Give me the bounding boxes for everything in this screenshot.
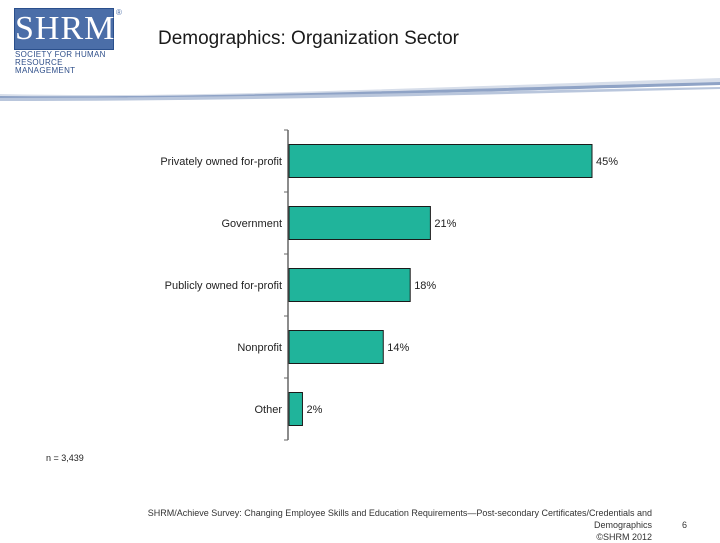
header-swoosh-decoration (0, 78, 720, 101)
bar-other (288, 392, 303, 426)
page-number: 6 (682, 520, 688, 530)
copyright-notice: ©SHRM 2012 (596, 532, 652, 542)
logo-tagline-line-2: RESOURCE MANAGEMENT (15, 58, 76, 75)
value-label: 45% (596, 156, 618, 168)
source-citation: SHRM/Achieve Survey: Changing Employee S… (147, 508, 652, 530)
source-footer: SHRM/Achieve Survey: Changing Employee S… (92, 507, 652, 543)
logo-registered-mark: ® (116, 8, 122, 17)
category-label: Privately owned for-profit (160, 156, 282, 168)
category-label: Other (254, 404, 282, 416)
value-label: 14% (387, 342, 409, 354)
logo-mark: SHRM (14, 8, 114, 50)
bar-government (288, 206, 431, 240)
bar-privately-owned-for-profit (288, 144, 593, 178)
slide-title: Demographics: Organization Sector (158, 28, 459, 49)
logo-tagline-line-1: SOCIETY FOR HUMAN (15, 50, 106, 59)
shrm-logo: SHRM ® SOCIETY FOR HUMAN RESOURCE MANAGE… (14, 8, 134, 76)
value-label: 2% (306, 404, 322, 416)
value-label: 18% (414, 280, 436, 292)
bar-nonprofit (288, 330, 384, 364)
logo-tagline: SOCIETY FOR HUMAN RESOURCE MANAGEMENT (15, 51, 125, 75)
value-label: 21% (434, 218, 456, 230)
category-label: Government (221, 218, 282, 230)
category-label: Nonprofit (237, 342, 282, 354)
category-label: Publicly owned for-profit (165, 280, 282, 292)
bar-publicly-owned-for-profit (288, 268, 411, 302)
sample-size-note: n = 3,439 (46, 453, 84, 463)
